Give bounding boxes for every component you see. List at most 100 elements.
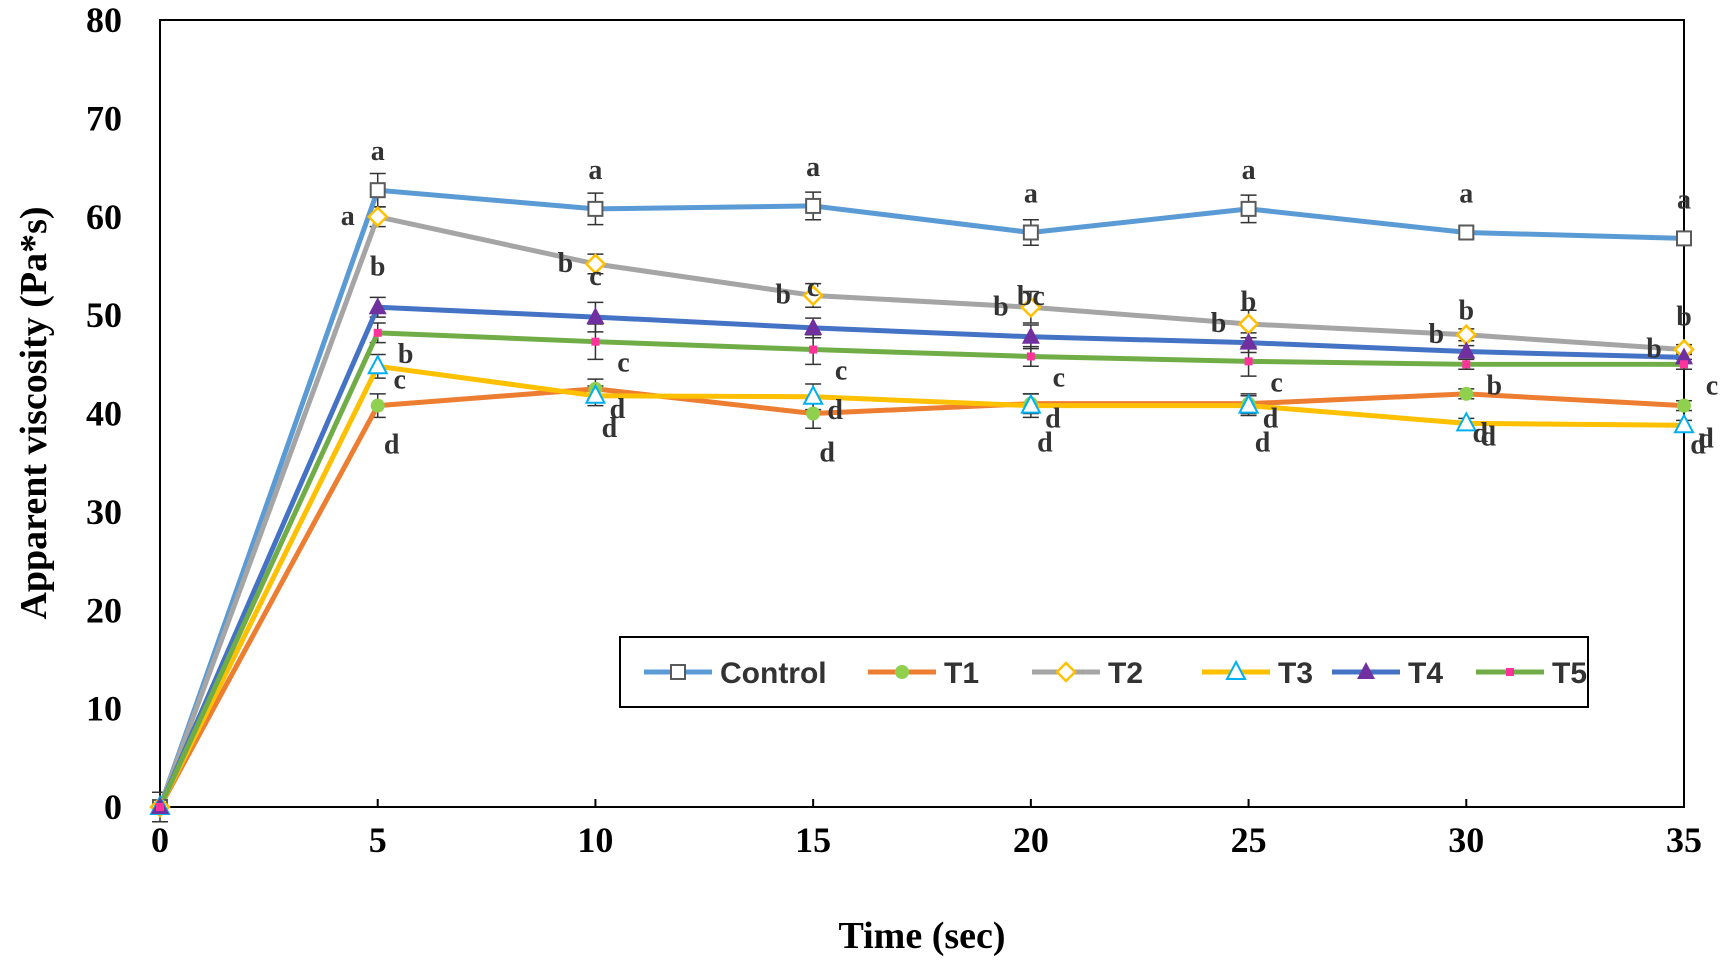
data-point-t5 bbox=[1680, 360, 1688, 369]
data-point-t3 bbox=[584, 383, 607, 404]
series-line-control bbox=[157, 187, 1685, 808]
significance-label: c bbox=[393, 364, 405, 395]
data-point-t3 bbox=[1673, 413, 1695, 434]
legend-box bbox=[619, 636, 1589, 708]
significance-label: d bbox=[1263, 404, 1279, 435]
legend-label-t4: T4 bbox=[1408, 657, 1443, 690]
significance-label: b bbox=[1211, 308, 1227, 339]
legend-label-t3: T3 bbox=[1278, 657, 1313, 690]
data-point-t5 bbox=[156, 803, 164, 811]
data-point-t4 bbox=[1021, 326, 1040, 344]
significance-label: c bbox=[807, 272, 819, 303]
data-point-t4 bbox=[586, 307, 605, 325]
data-point-t4 bbox=[1457, 341, 1476, 359]
legend-marker-control bbox=[670, 664, 686, 680]
data-point-t2 bbox=[1020, 296, 1042, 319]
significance-label: c bbox=[617, 348, 629, 379]
significance-label: c bbox=[1270, 367, 1282, 398]
data-point-t4 bbox=[368, 297, 387, 315]
significance-label: c bbox=[589, 261, 601, 292]
series-line-t4 bbox=[157, 304, 1685, 808]
data-point-t1 bbox=[1459, 386, 1474, 401]
data-point-t5 bbox=[1244, 357, 1253, 366]
y-tick-label: 50 bbox=[86, 295, 122, 335]
significance-label: d bbox=[1472, 418, 1488, 449]
significance-label: d bbox=[1480, 421, 1496, 452]
significance-label: b bbox=[370, 251, 386, 282]
significance-label: d bbox=[1037, 428, 1053, 459]
data-point-t5 bbox=[591, 337, 600, 346]
x-tick-label: 25 bbox=[1231, 820, 1267, 860]
data-point-t3 bbox=[1020, 393, 1042, 414]
y-tick-label: 80 bbox=[86, 0, 122, 40]
significance-label: d bbox=[602, 413, 618, 444]
data-point-control bbox=[587, 200, 604, 217]
significance-label: a bbox=[1242, 155, 1256, 186]
legend-marker-t5 bbox=[1506, 668, 1514, 676]
series-line-t3 bbox=[157, 363, 1685, 809]
x-tick-label: 5 bbox=[369, 820, 387, 860]
significance-label: d bbox=[1698, 423, 1714, 454]
significance-label: b bbox=[775, 279, 791, 310]
significance-label: b bbox=[558, 248, 574, 279]
data-point-control bbox=[805, 197, 822, 214]
data-point-t3 bbox=[1455, 411, 1477, 432]
x-tick-label: 15 bbox=[795, 820, 831, 860]
data-point-t1 bbox=[1677, 398, 1691, 413]
significance-label: d bbox=[827, 395, 843, 426]
data-point-t2 bbox=[584, 253, 607, 275]
x-axis-title: Time (sec) bbox=[838, 915, 1005, 957]
y-tick-label: 30 bbox=[86, 492, 122, 532]
data-point-t4 bbox=[1675, 347, 1693, 365]
legend-label-t1: T1 bbox=[944, 657, 979, 690]
legend-marker-t1 bbox=[895, 665, 909, 679]
significance-label: c bbox=[1706, 370, 1718, 401]
legend-marker-t2 bbox=[1055, 661, 1077, 683]
significance-label: c bbox=[835, 356, 847, 387]
significance-label: a bbox=[341, 201, 355, 232]
y-tick-label: 20 bbox=[86, 590, 122, 630]
significance-label: d bbox=[1255, 428, 1271, 459]
series-line-t1 bbox=[157, 386, 1685, 809]
data-point-t3 bbox=[367, 354, 389, 375]
significance-label: a bbox=[1024, 178, 1038, 209]
data-point-control bbox=[1676, 230, 1692, 247]
data-point-t4 bbox=[1239, 332, 1258, 350]
data-point-t2 bbox=[802, 284, 824, 307]
legend-label-control: Control bbox=[720, 657, 827, 690]
data-point-t5 bbox=[373, 328, 382, 337]
data-point-t3 bbox=[1237, 393, 1260, 414]
data-point-t1 bbox=[370, 398, 385, 413]
legend-label-t2: T2 bbox=[1108, 657, 1143, 690]
legend: Control T1 T2 T3 T4 T5 bbox=[619, 636, 1589, 708]
legend-marker-t3 bbox=[1225, 659, 1247, 680]
data-point-control bbox=[1240, 200, 1257, 217]
legend-marker-t4 bbox=[1357, 662, 1375, 679]
data-point-t2 bbox=[366, 205, 389, 228]
significance-label: d bbox=[819, 438, 835, 469]
significance-label: a bbox=[1459, 178, 1473, 209]
y-tick-label: 40 bbox=[86, 394, 122, 434]
y-tick-label: 70 bbox=[86, 98, 122, 138]
data-point-t5 bbox=[809, 345, 818, 354]
significance-label: d bbox=[1690, 430, 1706, 461]
significance-label: a bbox=[806, 152, 820, 183]
data-point-t5 bbox=[1026, 352, 1035, 361]
significance-label: d bbox=[384, 430, 400, 461]
x-tick-label: 20 bbox=[1013, 820, 1049, 860]
significance-label: d bbox=[1045, 404, 1061, 435]
data-point-t3 bbox=[802, 384, 824, 405]
significance-label: b bbox=[1458, 296, 1474, 327]
y-axis-title: Apparent viscosity (Pa*s) bbox=[13, 206, 55, 619]
x-tick-label: 30 bbox=[1448, 820, 1484, 860]
significance-label: a bbox=[371, 136, 385, 167]
legend-label-t5: T5 bbox=[1552, 657, 1587, 690]
x-tick-label: 0 bbox=[151, 820, 169, 860]
x-tick-label: 35 bbox=[1666, 820, 1702, 860]
y-tick-label: 60 bbox=[86, 197, 122, 237]
series-line-t2 bbox=[157, 214, 1685, 808]
data-point-control bbox=[1458, 224, 1475, 241]
significance-label: b bbox=[398, 339, 414, 370]
significance-label: b bbox=[1428, 319, 1444, 350]
significance-label: b bbox=[1241, 287, 1257, 318]
